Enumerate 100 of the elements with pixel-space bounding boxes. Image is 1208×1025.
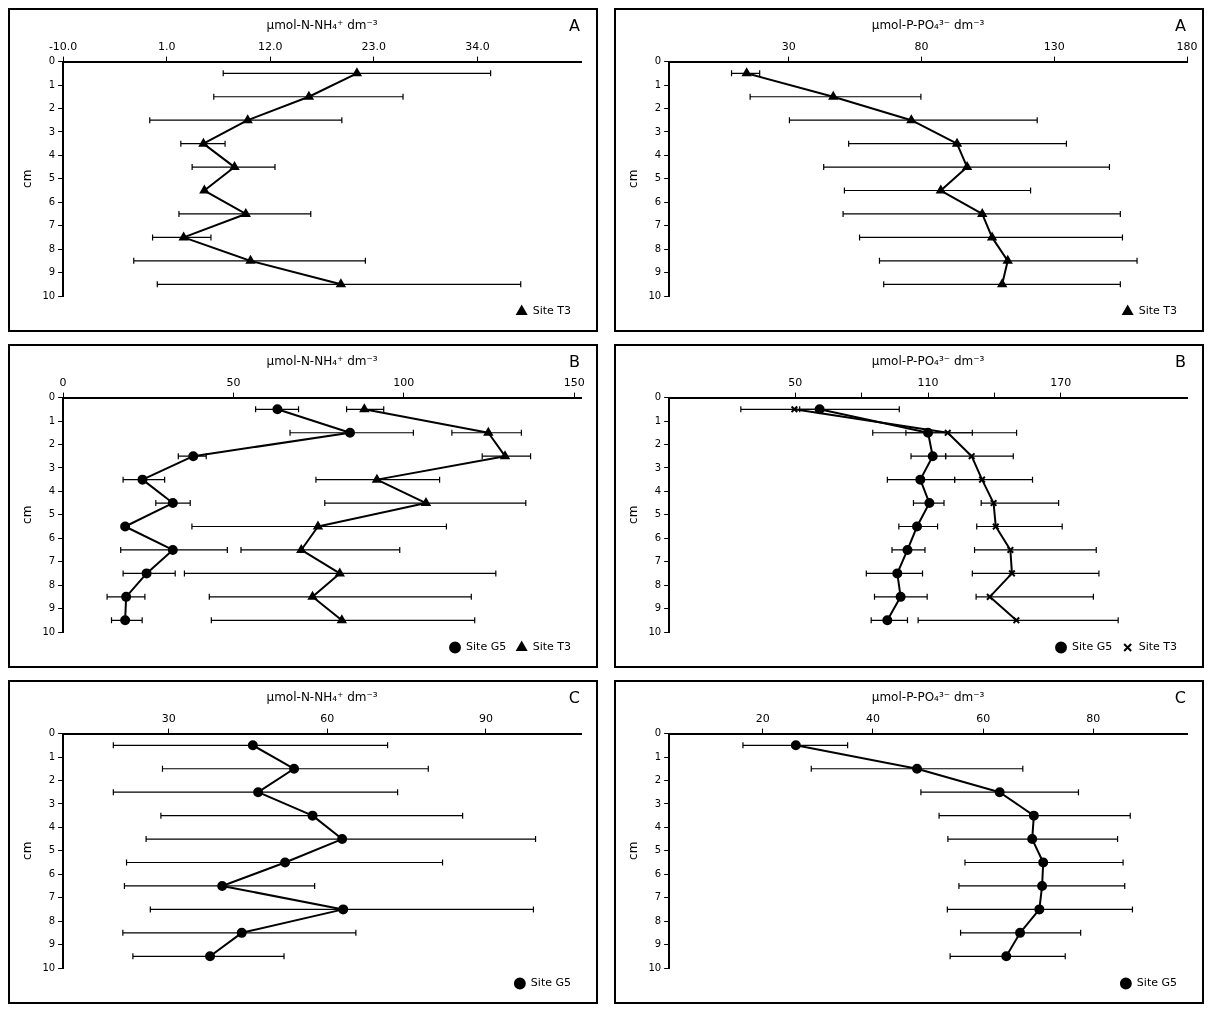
x-axis-title: µmol-N-NH₄⁺ dm⁻³: [266, 18, 378, 33]
y-tick-label: 4: [48, 820, 56, 832]
y-tick-label: 1: [654, 414, 662, 426]
y-tick-label: 7: [654, 219, 662, 231]
y-tick-label: 5: [654, 508, 662, 520]
point: [912, 521, 922, 532]
y-tick-label: 1: [48, 78, 56, 90]
point: [120, 521, 131, 532]
x-axis-title: µmol-N-NH₄⁺ dm⁻³: [266, 690, 378, 705]
y-tick-label: 9: [48, 938, 56, 950]
x-tick-label: 60: [320, 711, 335, 725]
y-tick-label: 7: [654, 891, 662, 903]
x-tick-label: 12.0: [258, 39, 283, 53]
x-tick-label: 50: [226, 375, 241, 389]
y-tick-label: 0: [48, 727, 56, 739]
point: [280, 857, 291, 868]
y-tick-label: 3: [48, 797, 56, 809]
y-tick-label: 6: [48, 531, 56, 543]
point: [906, 115, 916, 124]
y-tick-label: 6: [654, 867, 662, 879]
y-tick-label: 3: [48, 125, 56, 137]
legend-label: Site T3: [1138, 304, 1178, 318]
y-tick-label: 5: [654, 172, 662, 184]
point: [253, 787, 264, 798]
x-tick-label: 60: [976, 711, 991, 725]
x-tick-label: 80: [1086, 711, 1101, 725]
point: [952, 138, 962, 147]
y-tick-label: 10: [42, 961, 56, 973]
legend-label: Site G5: [1136, 976, 1177, 990]
x-tick-label: 1.0: [157, 39, 176, 53]
y-tick-label: 3: [48, 461, 56, 473]
y-tick-label: 9: [48, 602, 56, 614]
y-tick-label: 3: [654, 797, 662, 809]
text: C: [568, 688, 580, 707]
y-axis-title: cm: [20, 841, 35, 860]
x-tick-label: 170: [1050, 375, 1072, 389]
y-tick-label: 7: [48, 555, 56, 567]
y-tick-label: 8: [48, 914, 56, 926]
point: [313, 521, 323, 530]
y-tick-label: 8: [654, 242, 662, 254]
y-tick-label: 10: [42, 625, 56, 637]
y-tick-label: 0: [654, 391, 662, 403]
point: [936, 185, 946, 194]
y-tick-label: 4: [48, 484, 56, 496]
x-axis-title: µmol-N-NH₄⁺ dm⁻³: [266, 354, 378, 369]
y-tick-label: 8: [48, 242, 56, 254]
x-tick-label: 23.0: [361, 39, 387, 53]
y-axis-title: cm: [626, 505, 641, 524]
x-tick-label: 30: [781, 39, 796, 53]
point: [483, 427, 493, 436]
x-tick-label: 150: [563, 375, 585, 389]
x-tick-label: 130: [1043, 39, 1065, 53]
x-axis-title: µmol-P-PO₄³⁻ dm⁻³: [871, 18, 985, 33]
y-tick-label: 4: [654, 820, 662, 832]
text: C: [1174, 688, 1186, 707]
x-tick-label: 80: [914, 39, 929, 53]
point: [121, 591, 132, 602]
y-tick-label: 3: [654, 125, 662, 137]
y-tick-label: 0: [654, 55, 662, 67]
text: B: [1175, 352, 1186, 371]
y-tick-label: 5: [654, 844, 662, 856]
legend-label: Site T3: [532, 304, 572, 318]
y-tick-label: 6: [48, 195, 56, 207]
y-tick-label: 4: [654, 484, 662, 496]
point: [120, 615, 131, 626]
y-tick-label: 1: [654, 750, 662, 762]
point: [304, 91, 314, 100]
y-tick-label: 7: [48, 891, 56, 903]
legend-label: Site T3: [1138, 640, 1178, 654]
x-tick-label: 34.0: [465, 39, 490, 53]
y-tick-label: 4: [654, 148, 662, 160]
x-tick-label: -10.0: [48, 39, 78, 53]
y-tick-label: 0: [48, 391, 56, 403]
x-axis-title: µmol-P-PO₄³⁻ dm⁻³: [871, 354, 985, 369]
y-tick-label: 9: [48, 266, 56, 278]
point: [828, 91, 838, 100]
y-tick-label: 7: [654, 555, 662, 567]
y-tick-label: 4: [48, 148, 56, 160]
y-tick-label: 2: [48, 438, 56, 450]
y-tick-label: 1: [48, 414, 56, 426]
legend-label: Site G5: [530, 976, 571, 990]
y-tick-label: 6: [654, 531, 662, 543]
x-tick-label: 40: [865, 711, 880, 725]
y-tick-label: 10: [648, 289, 662, 301]
y-tick-label: 6: [654, 195, 662, 207]
y-tick-label: 2: [48, 774, 56, 786]
point: [1015, 927, 1026, 938]
y-tick-label: 7: [48, 219, 56, 231]
x-tick-label: 110: [917, 375, 939, 389]
y-tick-label: 5: [48, 844, 56, 856]
y-tick-label: 8: [654, 578, 662, 590]
y-tick-label: 9: [654, 602, 662, 614]
y-axis-title: cm: [626, 169, 641, 188]
legend-label: Site G5: [466, 640, 507, 654]
point: [1003, 255, 1013, 264]
x-tick-label: 90: [478, 711, 493, 725]
y-tick-label: 2: [654, 438, 662, 450]
point: [308, 591, 317, 600]
x-tick-label: 100: [393, 375, 415, 389]
y-tick-label: 10: [42, 289, 56, 301]
